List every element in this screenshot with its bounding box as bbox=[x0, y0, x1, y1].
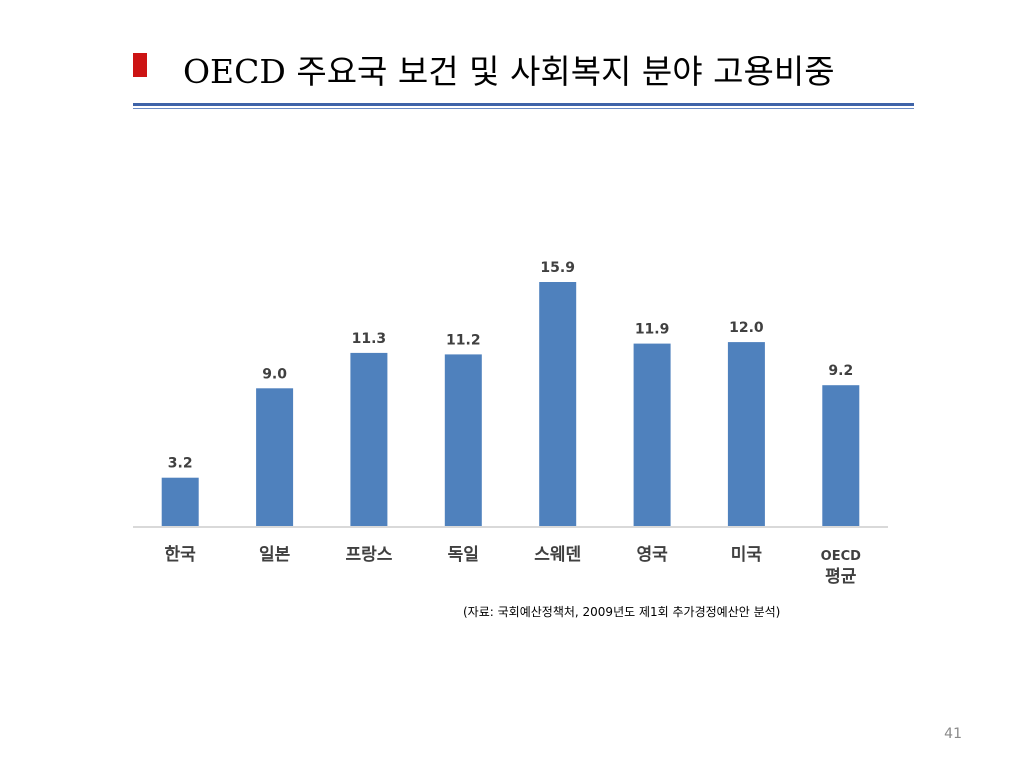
category-label-2: 프랑스 bbox=[345, 545, 392, 565]
title-rule-thin bbox=[133, 108, 914, 109]
category-label-0: 한국 bbox=[165, 545, 197, 565]
bar-6 bbox=[727, 342, 765, 527]
category-label-4: 스웨덴 bbox=[534, 545, 581, 565]
value-label-6: 12.0 bbox=[729, 320, 764, 336]
category-labels-group: 한국 일본 프랑스 독일 스웨덴 영국 미국 OECD 평균 bbox=[165, 545, 862, 587]
category-label-7-line-1: 평균 bbox=[825, 567, 857, 587]
slide-title: OECD 주요국 보건 및 사회복지 분야 고용비중 bbox=[183, 52, 835, 91]
value-label-0: 3.2 bbox=[168, 456, 193, 472]
bar-2 bbox=[350, 352, 388, 527]
category-label-6: 미국 bbox=[731, 545, 763, 565]
category-label-3: 독일 bbox=[448, 545, 479, 565]
bar-5 bbox=[633, 343, 671, 527]
value-label-3: 11.2 bbox=[446, 332, 481, 348]
value-label-1: 9.0 bbox=[262, 366, 287, 382]
bar-3 bbox=[444, 354, 482, 527]
value-label-5: 11.9 bbox=[635, 322, 670, 338]
title-bullet bbox=[133, 53, 147, 77]
value-label-2: 11.3 bbox=[352, 331, 387, 347]
bars-group bbox=[161, 282, 860, 527]
source-note: (자료: 국회예산정책처, 2009년도 제1회 추가경정예산안 분석) bbox=[463, 605, 781, 619]
category-label-5: 영국 bbox=[636, 545, 668, 565]
bar-4 bbox=[539, 282, 577, 527]
bar-0 bbox=[161, 477, 199, 527]
page-number: 41 bbox=[944, 726, 962, 742]
bar-7 bbox=[822, 385, 860, 527]
title-rule-thick bbox=[133, 103, 914, 106]
category-label-1: 일본 bbox=[259, 545, 291, 565]
value-label-7: 9.2 bbox=[828, 363, 853, 379]
category-label-7-line-0: OECD bbox=[821, 549, 861, 564]
bar-1 bbox=[256, 388, 294, 527]
value-label-4: 15.9 bbox=[540, 260, 575, 276]
value-labels-group: 3.2 9.0 11.3 11.2 15.9 11.9 12.0 9.2 bbox=[168, 260, 853, 472]
